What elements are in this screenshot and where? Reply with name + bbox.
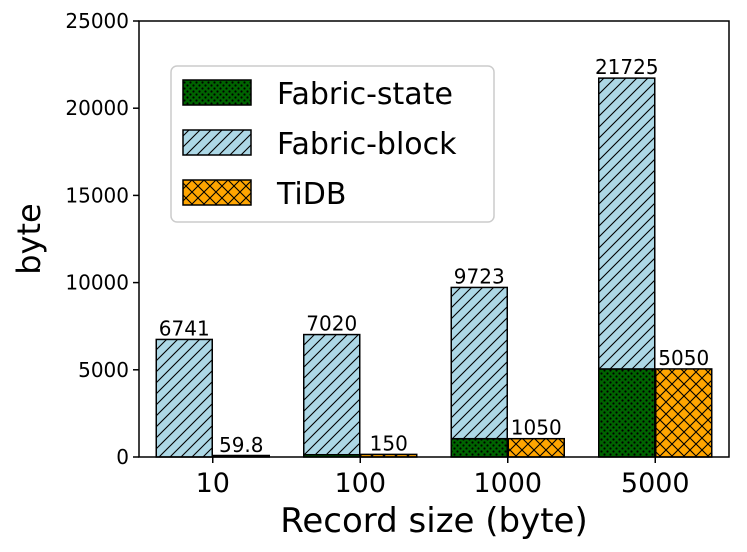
y-tick-label: 25000 — [65, 9, 129, 33]
data-labels: 6741 59.8 7020 150 9723 1050 21725 5050 — [159, 55, 709, 457]
data-label-stack-10: 6741 — [159, 316, 210, 340]
plot-frame — [138, 20, 730, 458]
bar-fabric-state-5000 — [598, 368, 656, 458]
legend-swatch-fabric-block — [182, 129, 252, 156]
x-axis: 10 100 1000 5000 — [196, 457, 690, 499]
data-label-tidb-1000: 1050 — [511, 416, 562, 440]
bars-layer — [155, 77, 713, 458]
x-tick-label: 5000 — [621, 468, 690, 499]
x-tick-label: 100 — [334, 468, 386, 499]
legend-swatch-fabric-state — [182, 79, 252, 106]
y-axis: 0 5000 10000 15000 20000 25000 — [65, 9, 139, 469]
legend-swatch-tidb — [182, 179, 252, 206]
y-tick-label: 20000 — [65, 96, 129, 120]
x-tick-label: 10 — [196, 468, 230, 499]
bar-fabric-block-1000 — [450, 286, 508, 440]
bar-fabric-block-100 — [303, 333, 361, 456]
data-label-tidb-5000: 5050 — [658, 346, 709, 370]
y-tick-label: 5000 — [78, 358, 129, 382]
data-label-stack-5000: 21725 — [595, 55, 659, 79]
data-label-tidb-10: 59.8 — [219, 433, 264, 457]
legend: Fabric-state Fabric-block TiDB — [170, 65, 495, 223]
y-tick-label: 15000 — [65, 183, 129, 207]
bar-tidb-5000 — [655, 368, 713, 458]
bar-fabric-block-5000 — [598, 77, 656, 370]
legend-label-tidb: TiDB — [276, 177, 346, 212]
data-label-stack-100: 7020 — [306, 312, 357, 336]
data-label-tidb-100: 150 — [370, 431, 408, 455]
bar-tidb-1000 — [507, 437, 565, 458]
x-tick-label: 1000 — [473, 468, 542, 499]
bar-fabric-block-10 — [155, 338, 213, 458]
data-label-stack-1000: 9723 — [454, 264, 505, 288]
legend-label-fabric-block: Fabric-block — [277, 127, 457, 162]
x-axis-label: Record size (byte) — [280, 501, 588, 541]
legend-label-fabric-state: Fabric-state — [277, 77, 453, 112]
bar-fabric-state-1000 — [450, 437, 508, 458]
y-tick-label: 0 — [116, 445, 129, 469]
y-axis-label: byte — [10, 203, 48, 274]
y-tick-label: 10000 — [65, 271, 129, 295]
